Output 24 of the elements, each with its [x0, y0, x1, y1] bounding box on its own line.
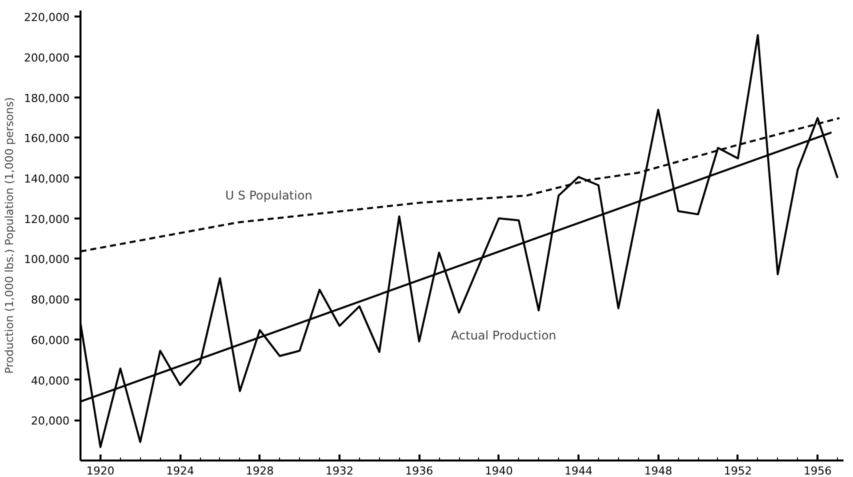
y-tick-label: 120,000 — [24, 212, 70, 226]
x-tick-label: 1944 — [564, 464, 593, 477]
y-tick-label: 220,000 — [24, 11, 70, 24]
x-tick-label: 1948 — [644, 464, 672, 477]
y-tick-label: 100,000 — [24, 253, 70, 266]
x-tick-label: 1936 — [405, 464, 434, 477]
y-axis-title: Production (1,000 lbs.) Population (1,000 persons) — [3, 97, 16, 374]
x-tick-label: 1940 — [484, 464, 513, 477]
y-tick-label: 40,000 — [31, 374, 70, 388]
x-tick-label: 1932 — [325, 464, 354, 477]
x-tick-label: 1928 — [246, 464, 274, 477]
y-tick-label: 180,000 — [24, 92, 70, 105]
y-tick-label: 20,000 — [31, 414, 70, 428]
series-label: Actual Production — [451, 328, 556, 343]
x-tick-label: 1952 — [724, 464, 752, 477]
series-label: U S Population — [225, 188, 312, 203]
y-tick-label: 140,000 — [24, 172, 70, 186]
x-tick-label: 1924 — [166, 464, 194, 477]
y-tick-label: 200,000 — [24, 51, 70, 64]
x-tick-label: 1920 — [86, 464, 114, 477]
y-tick-label: 80,000 — [31, 294, 70, 307]
x-tick-label: 1956 — [804, 464, 832, 477]
y-tick-label: 160,000 — [24, 132, 70, 146]
y-tick-label: 60,000 — [31, 334, 70, 347]
